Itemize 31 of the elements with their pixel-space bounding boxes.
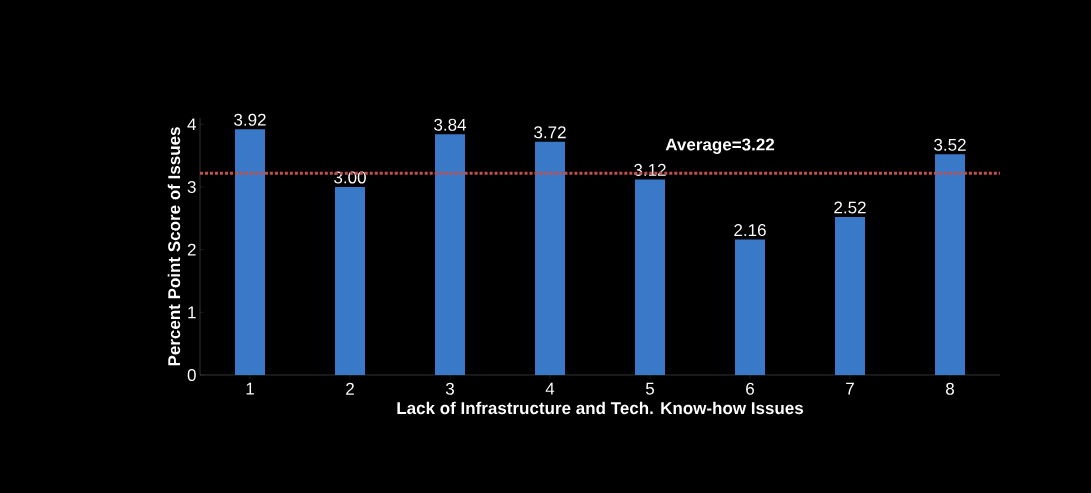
x-tick-label: 6: [746, 382, 754, 395]
x-tick-label: 4: [545, 382, 555, 395]
bar: [935, 154, 965, 375]
x-tick-label: 2: [346, 382, 354, 395]
bar: [235, 129, 265, 375]
bar: [535, 141, 565, 375]
x-tick-label: 5: [645, 382, 655, 395]
x-axis-title: Lack of Infrastructure and Tech. Know-how Issues: [397, 401, 804, 415]
data-label: 3.12: [634, 163, 666, 176]
bar: [435, 134, 465, 375]
data-label: 3.92: [234, 113, 266, 126]
x-tick-label: 7: [846, 382, 854, 395]
data-label: 3.72: [534, 126, 566, 139]
ref-line-label: Average=3.22: [665, 138, 775, 154]
data-label: 3.52: [934, 138, 966, 151]
y-tick-label: 4: [187, 118, 196, 131]
bar: [335, 186, 365, 375]
x-tick-label: 3: [445, 382, 454, 395]
y-tick-label: 1: [188, 306, 196, 319]
bar: [835, 217, 865, 375]
x-tick-label: 1: [246, 382, 254, 395]
data-label: 3.84: [434, 118, 467, 131]
data-label: 2.52: [834, 201, 866, 214]
bar: [635, 179, 665, 375]
x-tick-label: 8: [946, 382, 954, 395]
y-tick-label: 3: [187, 180, 196, 193]
bar: [735, 239, 765, 375]
data-label: 2.16: [734, 224, 766, 237]
y-axis-title: Percent Point Score of Issues: [167, 127, 181, 366]
y-tick-label: 0: [187, 368, 196, 382]
y-tick-label: 2: [187, 243, 196, 256]
